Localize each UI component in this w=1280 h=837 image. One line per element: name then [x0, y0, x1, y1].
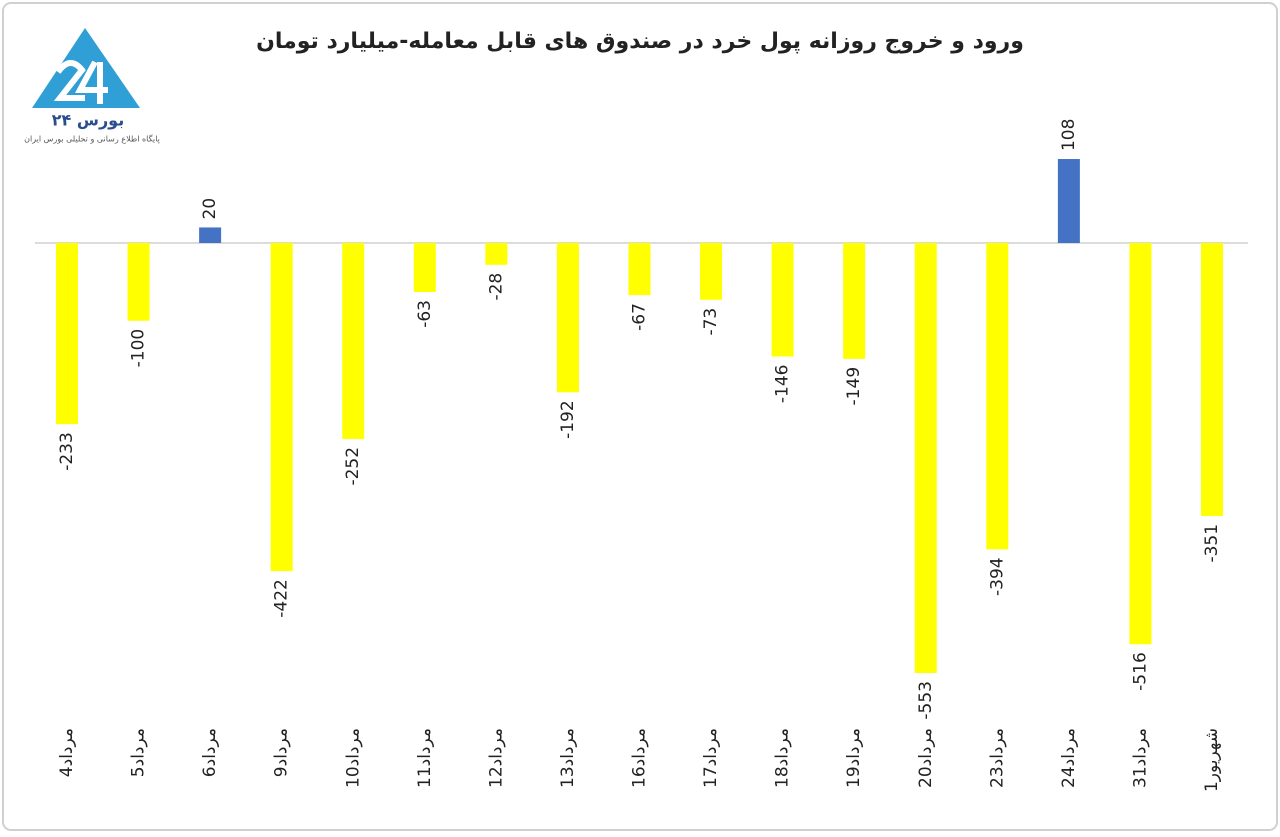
value-label: -100	[129, 329, 149, 368]
bar	[270, 243, 293, 572]
x-tick-label: 5مرداد	[129, 728, 149, 777]
bar	[771, 243, 794, 357]
bar	[628, 243, 651, 296]
value-label: -516	[1130, 652, 1150, 691]
logo-name: بورس ۲۴	[52, 111, 124, 130]
bar	[1057, 159, 1080, 243]
x-tick-label: 18مرداد	[773, 728, 793, 788]
logo-mark	[53, 60, 108, 104]
x-tick-label: 17مرداد	[701, 728, 721, 788]
chart-title: ورود و خروج روزانه پول خرد در صندوق های …	[256, 29, 1024, 54]
x-tick-label: 4مرداد	[57, 728, 77, 777]
value-label: -73	[701, 308, 721, 336]
bar	[1129, 243, 1152, 645]
value-label: -63	[415, 300, 435, 328]
x-tick-label: 12مرداد	[486, 728, 506, 788]
bar	[199, 227, 222, 243]
x-tick-label: 23مرداد	[987, 728, 1007, 788]
value-label: -233	[57, 432, 77, 471]
x-tick-label: 10مرداد	[343, 728, 363, 788]
value-label: -553	[916, 681, 936, 720]
x-tick-label: 13مرداد	[558, 728, 578, 788]
value-label: -351	[1202, 524, 1222, 563]
value-label: -149	[844, 367, 864, 406]
bar	[127, 243, 150, 321]
value-label: -146	[773, 365, 793, 404]
bar	[556, 243, 579, 393]
x-tick-label: 24مرداد	[1059, 728, 1079, 788]
value-label: 20	[200, 198, 220, 220]
x-tick-label: 16مرداد	[630, 728, 650, 788]
logo-tagline: پایگاه اطلاع رسانی و تحلیلی بورس ایران	[24, 134, 160, 144]
bar	[700, 243, 723, 300]
bar	[56, 243, 78, 425]
x-tick-label: 31مرداد	[1130, 728, 1150, 788]
x-tick-label: 6مرداد	[200, 728, 220, 777]
logo: بورس ۲۴ پایگاه اطلاع رسانی و تحلیلی بورس…	[24, 28, 160, 144]
x-tick-label: 1شهریور	[1202, 728, 1222, 792]
x-tick-label: 19مرداد	[844, 728, 864, 788]
bar	[342, 243, 365, 439]
bar	[413, 243, 436, 292]
bar	[986, 243, 1009, 550]
value-label: -252	[343, 447, 363, 486]
logo-triangle	[32, 28, 140, 108]
value-label: -192	[558, 400, 578, 439]
x-tick-label: 11مرداد	[415, 728, 435, 788]
bar	[914, 243, 937, 673]
value-label: -394	[987, 557, 1007, 596]
bar	[843, 243, 866, 359]
x-tick-label: 9مرداد	[272, 728, 292, 777]
bar	[485, 243, 508, 265]
x-tick-label: 20مرداد	[916, 728, 936, 788]
value-label: -28	[486, 273, 506, 301]
value-label: -422	[272, 579, 292, 618]
bar	[1201, 243, 1223, 516]
value-label: -67	[630, 303, 650, 331]
value-label: 108	[1059, 119, 1079, 151]
